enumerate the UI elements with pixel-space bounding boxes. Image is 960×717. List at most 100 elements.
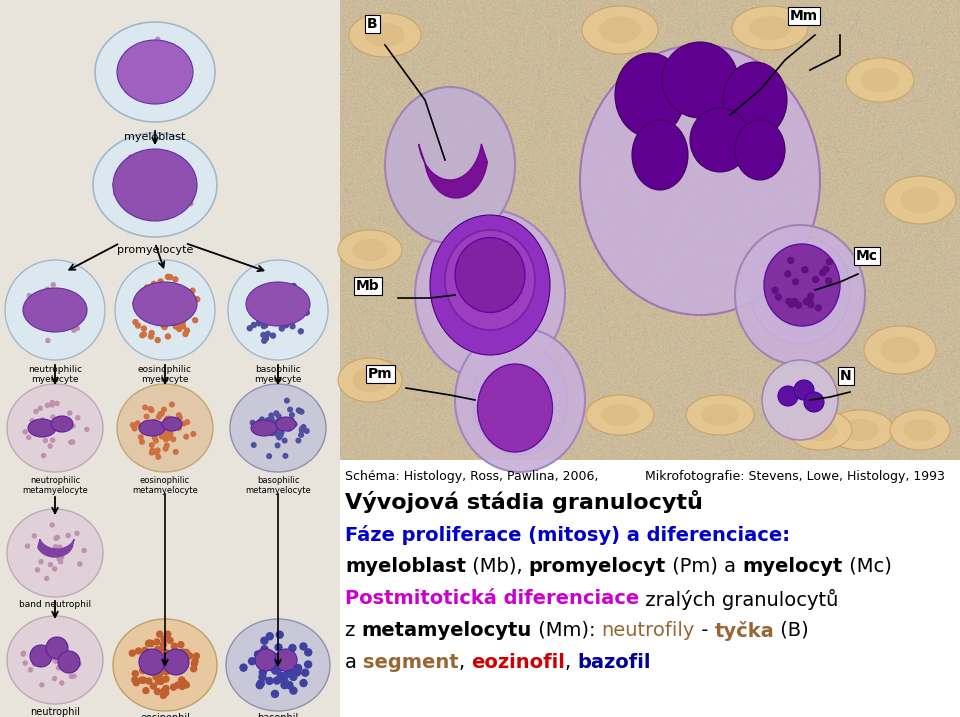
Circle shape <box>77 663 81 666</box>
Circle shape <box>36 297 40 300</box>
Circle shape <box>121 200 126 204</box>
Circle shape <box>142 290 147 295</box>
Circle shape <box>156 176 161 180</box>
Circle shape <box>69 675 73 678</box>
Circle shape <box>156 338 160 343</box>
Circle shape <box>141 288 146 293</box>
Circle shape <box>143 168 147 172</box>
Circle shape <box>112 183 117 187</box>
Circle shape <box>132 670 138 677</box>
Circle shape <box>159 412 164 416</box>
Circle shape <box>132 677 138 683</box>
Circle shape <box>162 313 167 318</box>
Circle shape <box>159 666 166 672</box>
Circle shape <box>148 407 153 412</box>
Circle shape <box>267 454 272 458</box>
Circle shape <box>165 312 170 317</box>
Circle shape <box>146 658 153 664</box>
Circle shape <box>139 170 144 175</box>
Circle shape <box>154 429 157 435</box>
Circle shape <box>804 392 824 412</box>
Circle shape <box>140 333 145 338</box>
Circle shape <box>40 683 44 687</box>
Circle shape <box>169 655 175 661</box>
Circle shape <box>57 555 60 559</box>
Circle shape <box>796 302 802 308</box>
Text: (Mm):: (Mm): <box>532 621 602 640</box>
Circle shape <box>255 649 277 671</box>
Circle shape <box>156 430 161 435</box>
Circle shape <box>37 296 41 300</box>
Circle shape <box>808 302 814 308</box>
Circle shape <box>158 279 163 284</box>
Circle shape <box>193 653 200 659</box>
Text: band neutrophil: band neutrophil <box>19 600 91 609</box>
Circle shape <box>163 306 168 311</box>
Circle shape <box>291 283 297 288</box>
Circle shape <box>63 655 67 659</box>
Circle shape <box>161 423 165 427</box>
Circle shape <box>113 191 118 196</box>
Circle shape <box>276 308 280 313</box>
Ellipse shape <box>251 420 277 436</box>
Circle shape <box>116 170 121 174</box>
Circle shape <box>160 192 164 196</box>
Circle shape <box>78 562 82 566</box>
Ellipse shape <box>445 230 535 330</box>
Circle shape <box>147 640 153 646</box>
Text: z: z <box>345 621 362 640</box>
Circle shape <box>146 640 152 647</box>
Circle shape <box>151 189 155 193</box>
Circle shape <box>150 187 155 191</box>
Circle shape <box>170 285 175 290</box>
Circle shape <box>265 331 271 336</box>
Circle shape <box>50 401 54 404</box>
Circle shape <box>792 279 799 285</box>
Circle shape <box>163 676 169 682</box>
Circle shape <box>141 326 147 331</box>
Circle shape <box>261 657 269 664</box>
Circle shape <box>170 402 174 407</box>
Circle shape <box>147 160 152 164</box>
Ellipse shape <box>472 345 567 455</box>
Circle shape <box>166 181 170 185</box>
Circle shape <box>57 549 60 553</box>
Circle shape <box>183 331 188 336</box>
Circle shape <box>252 442 256 447</box>
Circle shape <box>154 438 158 443</box>
Circle shape <box>786 298 792 305</box>
Circle shape <box>156 60 160 63</box>
Circle shape <box>269 431 274 435</box>
Circle shape <box>162 426 167 430</box>
Circle shape <box>156 657 163 663</box>
Ellipse shape <box>861 68 899 92</box>
Circle shape <box>806 297 813 303</box>
Circle shape <box>51 424 55 428</box>
Circle shape <box>159 658 165 664</box>
Circle shape <box>84 427 89 432</box>
Text: Vývojová stádia granulocytů: Vývojová stádia granulocytů <box>345 490 703 513</box>
Ellipse shape <box>276 417 296 431</box>
Circle shape <box>176 83 180 87</box>
Circle shape <box>263 336 268 341</box>
Circle shape <box>48 311 52 315</box>
Circle shape <box>273 661 280 668</box>
Circle shape <box>166 190 171 194</box>
Text: myeloblast: myeloblast <box>124 132 185 142</box>
Text: neutrophilic
metamyelocyte: neutrophilic metamyelocyte <box>22 476 88 495</box>
Ellipse shape <box>7 384 103 472</box>
Text: eosinophilic
metamyelocyte: eosinophilic metamyelocyte <box>132 476 198 495</box>
Circle shape <box>154 310 158 315</box>
Circle shape <box>69 440 73 445</box>
Bar <box>340 460 960 717</box>
Circle shape <box>263 663 270 670</box>
Circle shape <box>794 380 814 400</box>
Circle shape <box>23 430 27 434</box>
Circle shape <box>132 426 137 431</box>
Circle shape <box>283 664 290 671</box>
Circle shape <box>181 680 187 686</box>
Circle shape <box>188 301 193 305</box>
Circle shape <box>165 334 171 339</box>
Circle shape <box>156 673 162 679</box>
Circle shape <box>279 326 284 331</box>
